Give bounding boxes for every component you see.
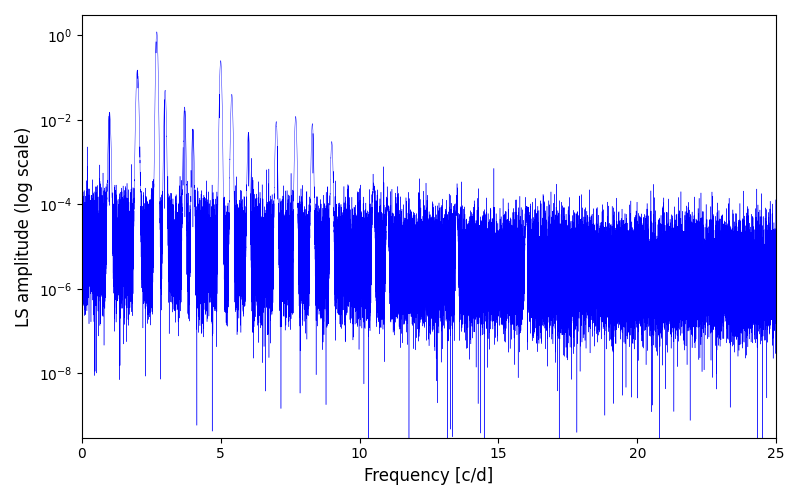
Y-axis label: LS amplitude (log scale): LS amplitude (log scale)	[15, 126, 33, 326]
X-axis label: Frequency [c/d]: Frequency [c/d]	[364, 467, 494, 485]
